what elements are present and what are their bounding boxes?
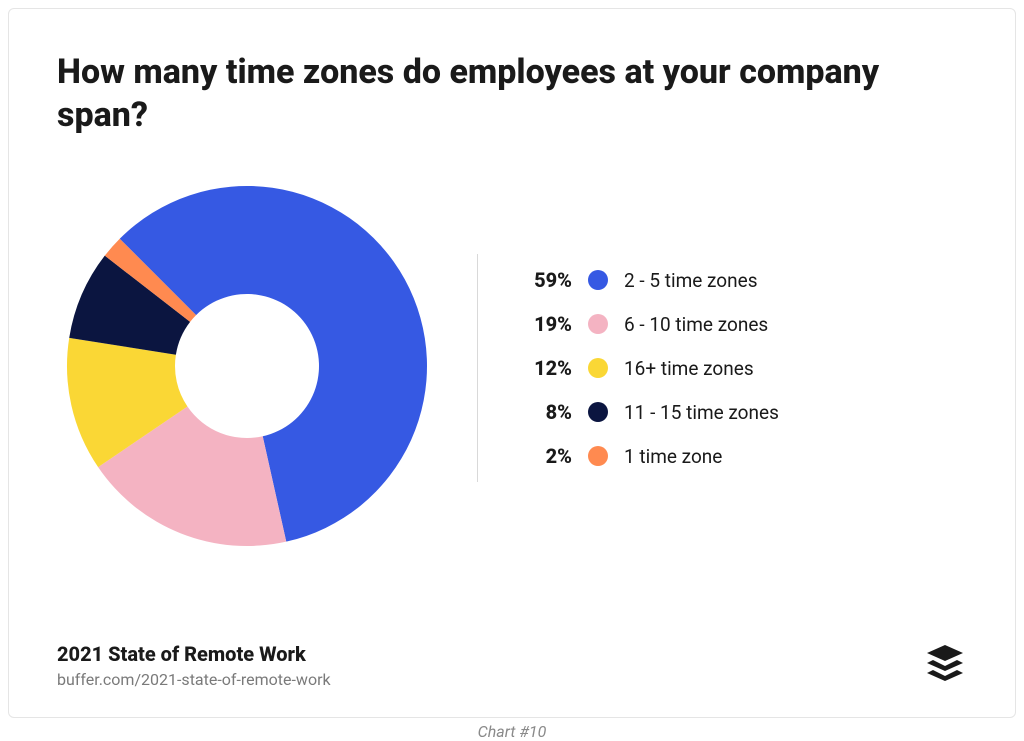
legend-label: 16+ time zones bbox=[624, 357, 754, 380]
footer-title: 2021 State of Remote Work bbox=[57, 642, 331, 666]
legend-row-2: 12% 16+ time zones bbox=[514, 356, 779, 380]
legend-row-3: 8% 11 - 15 time zones bbox=[514, 400, 779, 424]
legend-percent: 12% bbox=[514, 356, 572, 380]
legend-percent: 19% bbox=[514, 312, 572, 336]
logo-layer-2 bbox=[927, 670, 963, 681]
buffer-logo-icon bbox=[923, 641, 967, 689]
legend-label: 11 - 15 time zones bbox=[624, 401, 779, 424]
donut-svg bbox=[57, 176, 437, 556]
logo-layer-1 bbox=[927, 660, 963, 671]
legend-percent: 2% bbox=[514, 444, 572, 468]
legend-dot-icon bbox=[588, 270, 608, 290]
logo-layer-top bbox=[927, 645, 963, 661]
chart-title: How many time zones do employees at your… bbox=[57, 51, 967, 136]
chart-row: 59%2 - 5 time zones19%6 - 10 time zones1… bbox=[57, 176, 967, 560]
legend-label: 6 - 10 time zones bbox=[624, 313, 768, 336]
buffer-logo-svg bbox=[923, 641, 967, 685]
chart-caption: Chart #10 bbox=[8, 722, 1016, 741]
legend-row-4: 2% 1 time zone bbox=[514, 444, 779, 468]
legend-dot-icon bbox=[588, 446, 608, 466]
donut-chart bbox=[57, 176, 437, 560]
legend-row-1: 19% 6 - 10 time zones bbox=[514, 312, 779, 336]
footer-subtitle: buffer.com/2021-state-of-remote-work bbox=[57, 670, 331, 689]
legend-dot-icon bbox=[588, 402, 608, 422]
legend-label: 2 - 5 time zones bbox=[624, 269, 758, 292]
chart-footer: 2021 State of Remote Work buffer.com/202… bbox=[57, 642, 331, 689]
chart-card: How many time zones do employees at your… bbox=[8, 8, 1016, 718]
legend-dot-icon bbox=[588, 358, 608, 378]
legend-row-0: 59% 2 - 5 time zones bbox=[514, 268, 779, 292]
legend-percent: 59% bbox=[514, 268, 572, 292]
chart-legend: 59%2 - 5 time zones19%6 - 10 time zones1… bbox=[477, 254, 779, 482]
legend-dot-icon bbox=[588, 314, 608, 334]
legend-percent: 8% bbox=[514, 400, 572, 424]
legend-label: 1 time zone bbox=[624, 445, 722, 468]
